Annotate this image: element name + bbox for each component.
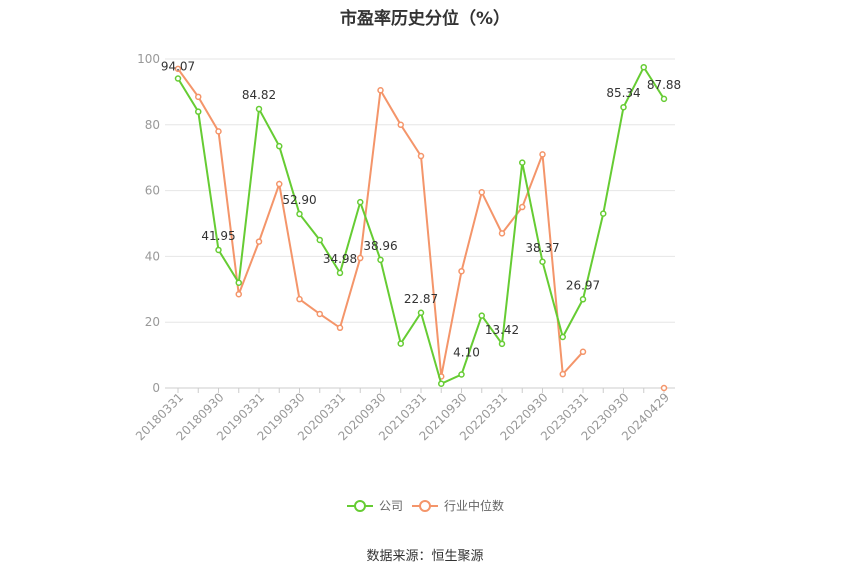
data-point	[579, 296, 587, 303]
data-point	[195, 93, 202, 101]
data-point	[215, 246, 222, 254]
legend-label: 行业中位数	[444, 498, 504, 513]
y-tick-label: 100	[137, 52, 160, 66]
legend-label: 公司	[379, 499, 403, 513]
y-tick-label: 0	[152, 381, 160, 395]
data-point	[377, 87, 384, 94]
data-point	[498, 230, 506, 237]
data-label: 26.97	[566, 278, 600, 292]
data-label: 22.87	[404, 292, 438, 306]
data-label: 94.07	[161, 60, 195, 74]
data-label: 38.96	[363, 239, 397, 253]
series-lines	[174, 63, 668, 392]
data-label: 34.98	[323, 252, 357, 266]
legend-marker	[419, 500, 431, 512]
data-point	[316, 310, 323, 318]
data-point	[195, 108, 202, 115]
data-point	[336, 324, 344, 332]
data-point	[640, 63, 647, 71]
data-point	[579, 348, 587, 356]
data-point	[316, 236, 323, 244]
data-point	[559, 333, 566, 341]
data-point	[276, 180, 283, 188]
series-industry-median	[174, 65, 668, 392]
data-point	[174, 75, 182, 82]
y-tick-label: 60	[145, 184, 160, 198]
data-label: 85.34	[606, 86, 640, 100]
data-point	[539, 151, 546, 158]
legend-item-industry-median[interactable]: 行业中位数	[412, 498, 504, 513]
series-company	[174, 63, 668, 387]
data-label: 52.90	[282, 193, 316, 207]
data-point	[255, 238, 263, 245]
y-tick-label: 20	[145, 315, 160, 329]
data-label: 38.37	[525, 241, 559, 255]
data-point	[539, 258, 546, 266]
data-point	[235, 290, 242, 298]
data-label: 41.95	[201, 229, 235, 243]
data-point	[600, 210, 607, 217]
data-label: 84.82	[242, 88, 276, 102]
grid-lines	[165, 58, 675, 389]
data-point	[478, 312, 485, 319]
data-point	[519, 159, 526, 166]
data-point	[174, 65, 182, 73]
data-point	[458, 371, 465, 378]
legend[interactable]: 公司 行业中位数	[347, 498, 504, 513]
data-label: 87.88	[647, 78, 681, 92]
data-point	[498, 340, 506, 348]
data-point	[417, 152, 425, 160]
legend-item-company[interactable]: 公司	[347, 499, 403, 513]
data-point	[235, 279, 242, 286]
data-point	[458, 267, 465, 275]
data-label: 13.42	[485, 323, 519, 337]
data-point	[296, 210, 303, 218]
data-point	[478, 188, 485, 196]
data-point	[357, 198, 364, 206]
series-line	[177, 65, 665, 386]
data-point	[620, 103, 627, 111]
y-tick-label: 40	[145, 249, 160, 263]
data-point	[296, 295, 303, 303]
data-point	[336, 269, 344, 277]
data-label: 4.10	[453, 346, 480, 360]
y-tick-label: 80	[145, 118, 160, 132]
data-point	[417, 309, 425, 317]
chart-title: 市盈率历史分位（%）	[339, 9, 511, 29]
data-source-note: 数据来源：恒生聚源	[366, 549, 484, 564]
series-line	[177, 68, 584, 377]
data-labels: 94.07 41.95 84.82 52.90 34.98 38.96 22.87 4.10 1…	[161, 60, 681, 360]
data-point	[559, 370, 566, 378]
data-point	[519, 203, 526, 211]
data-point	[357, 254, 364, 262]
data-point	[377, 256, 384, 264]
data-point	[255, 105, 263, 113]
data-point	[660, 95, 668, 103]
data-point	[660, 384, 668, 392]
axes: 0204060801002018033120180930201903312019…	[133, 52, 675, 443]
data-point	[397, 340, 404, 347]
data-point	[397, 121, 404, 129]
data-point	[215, 128, 222, 135]
legend-marker	[354, 500, 366, 512]
data-point	[276, 142, 283, 150]
data-point	[438, 380, 445, 387]
